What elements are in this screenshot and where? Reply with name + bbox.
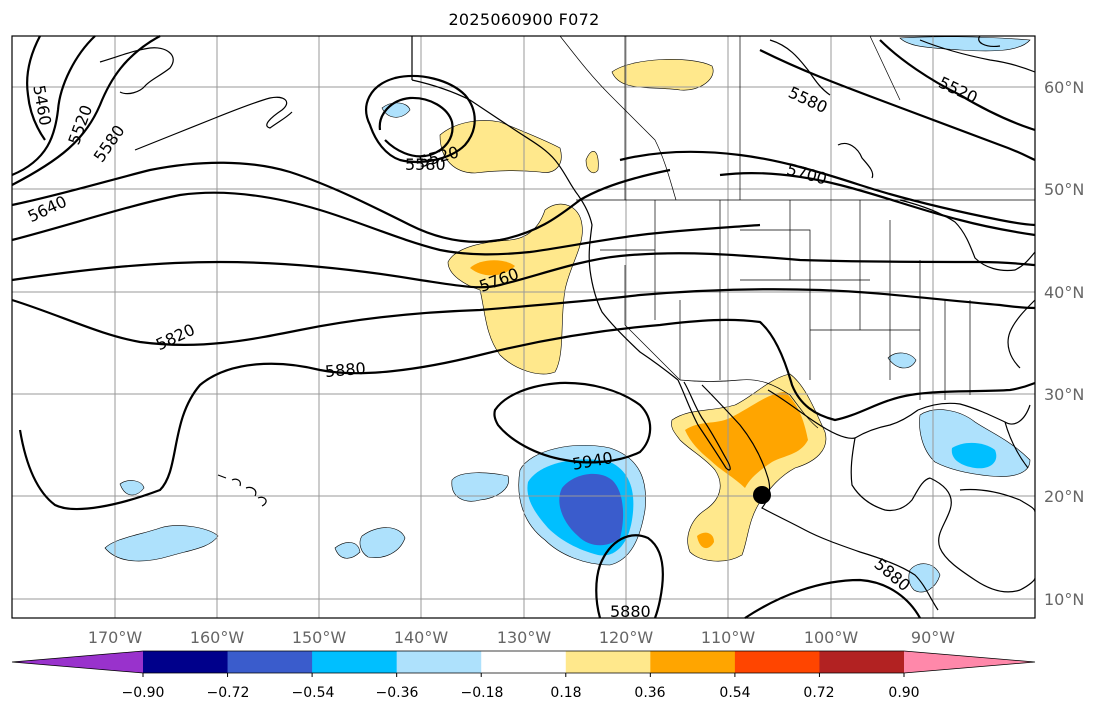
anomaly-orange-mexico bbox=[685, 392, 808, 488]
longitude-labels: 170°W 160°W 150°W 140°W 130°W 120°W 110°… bbox=[88, 628, 955, 647]
colorbar-segment bbox=[143, 651, 229, 673]
contour-label: 5580 bbox=[405, 155, 446, 174]
map-title: 2025060900 F072 bbox=[448, 10, 600, 29]
colorbar-extend-min bbox=[12, 651, 143, 673]
lon-label: 130°W bbox=[497, 628, 552, 647]
colorbar-tick-label: −0.54 bbox=[292, 685, 335, 701]
lon-label: 120°W bbox=[599, 628, 654, 647]
anomaly-positive-bc-coast bbox=[585, 150, 599, 173]
lat-label: 10°N bbox=[1044, 590, 1084, 609]
anomaly-negative-hawaii-west bbox=[119, 480, 145, 496]
location-marker bbox=[753, 486, 771, 504]
lon-label: 90°W bbox=[911, 628, 955, 647]
anomaly-orange-mexico-small bbox=[697, 532, 714, 549]
colorbar-segment bbox=[650, 651, 736, 673]
colorbar bbox=[11, 650, 1036, 677]
contour-label: 5880 bbox=[324, 359, 366, 381]
colorbar-segment bbox=[481, 651, 567, 673]
latitude-labels: 60°N 50°N 40°N 30°N 20°N 10°N bbox=[1044, 78, 1084, 609]
anomaly-negative-central-am bbox=[908, 563, 941, 593]
lon-label: 140°W bbox=[394, 628, 449, 647]
colorbar-segment bbox=[565, 651, 651, 673]
lon-label: 100°W bbox=[804, 628, 859, 647]
anomaly-shading bbox=[104, 36, 1031, 593]
anomaly-negative-hawaii-east bbox=[451, 472, 509, 502]
height-contours bbox=[11, 35, 1036, 619]
colorbar-extend-max bbox=[904, 651, 1035, 673]
lat-label: 50°N bbox=[1044, 180, 1084, 199]
lat-label: 60°N bbox=[1044, 78, 1084, 97]
anomaly-negative-south-mid2 bbox=[359, 527, 406, 558]
anomaly-negative-south-mid bbox=[334, 542, 361, 559]
lon-label: 150°W bbox=[292, 628, 347, 647]
colorbar-tick-label: 0.18 bbox=[550, 685, 581, 701]
anomaly-positive-gulf-alaska bbox=[439, 120, 562, 174]
lon-label: 110°W bbox=[701, 628, 756, 647]
colorbar-segment bbox=[734, 651, 820, 673]
anomaly-negative-texas bbox=[887, 352, 917, 369]
colorbar-tick-label: 0.54 bbox=[719, 685, 750, 701]
lat-label: 30°N bbox=[1044, 385, 1084, 404]
anomaly-negative-south-west bbox=[104, 525, 219, 562]
anomaly-negative-pacific-core bbox=[559, 473, 624, 546]
lon-label: 160°W bbox=[190, 628, 245, 647]
lat-label: 40°N bbox=[1044, 283, 1084, 302]
contour-label: 5880 bbox=[610, 602, 651, 621]
colorbar-tick-label: 0.36 bbox=[634, 685, 665, 701]
colorbar-tick-label: 0.72 bbox=[803, 685, 834, 701]
colorbar-tick-label: −0.72 bbox=[207, 685, 250, 701]
anomaly-negative-gulf-core bbox=[951, 442, 997, 469]
anomaly-positive-offshore-california bbox=[447, 203, 583, 375]
map-frame bbox=[11, 35, 1036, 619]
colorbar-tick-label: −0.18 bbox=[461, 685, 504, 701]
lat-label: 20°N bbox=[1044, 487, 1084, 506]
anomaly-orange-pacific bbox=[470, 260, 515, 276]
gridlines bbox=[12, 36, 1035, 618]
colorbar-tick-label: −0.90 bbox=[122, 685, 165, 701]
colorbar-labels: −0.90 −0.72 −0.54 −0.36 −0.18 0.18 0.36 … bbox=[122, 685, 920, 701]
colorbar-segment bbox=[396, 651, 482, 673]
lon-label: 170°W bbox=[88, 628, 143, 647]
colorbar-segment bbox=[227, 651, 313, 673]
colorbar-tick-label: −0.36 bbox=[376, 685, 419, 701]
colorbar-tick-label: 0.90 bbox=[888, 685, 919, 701]
colorbar-segment bbox=[819, 651, 905, 673]
colorbar-segment bbox=[312, 651, 398, 673]
